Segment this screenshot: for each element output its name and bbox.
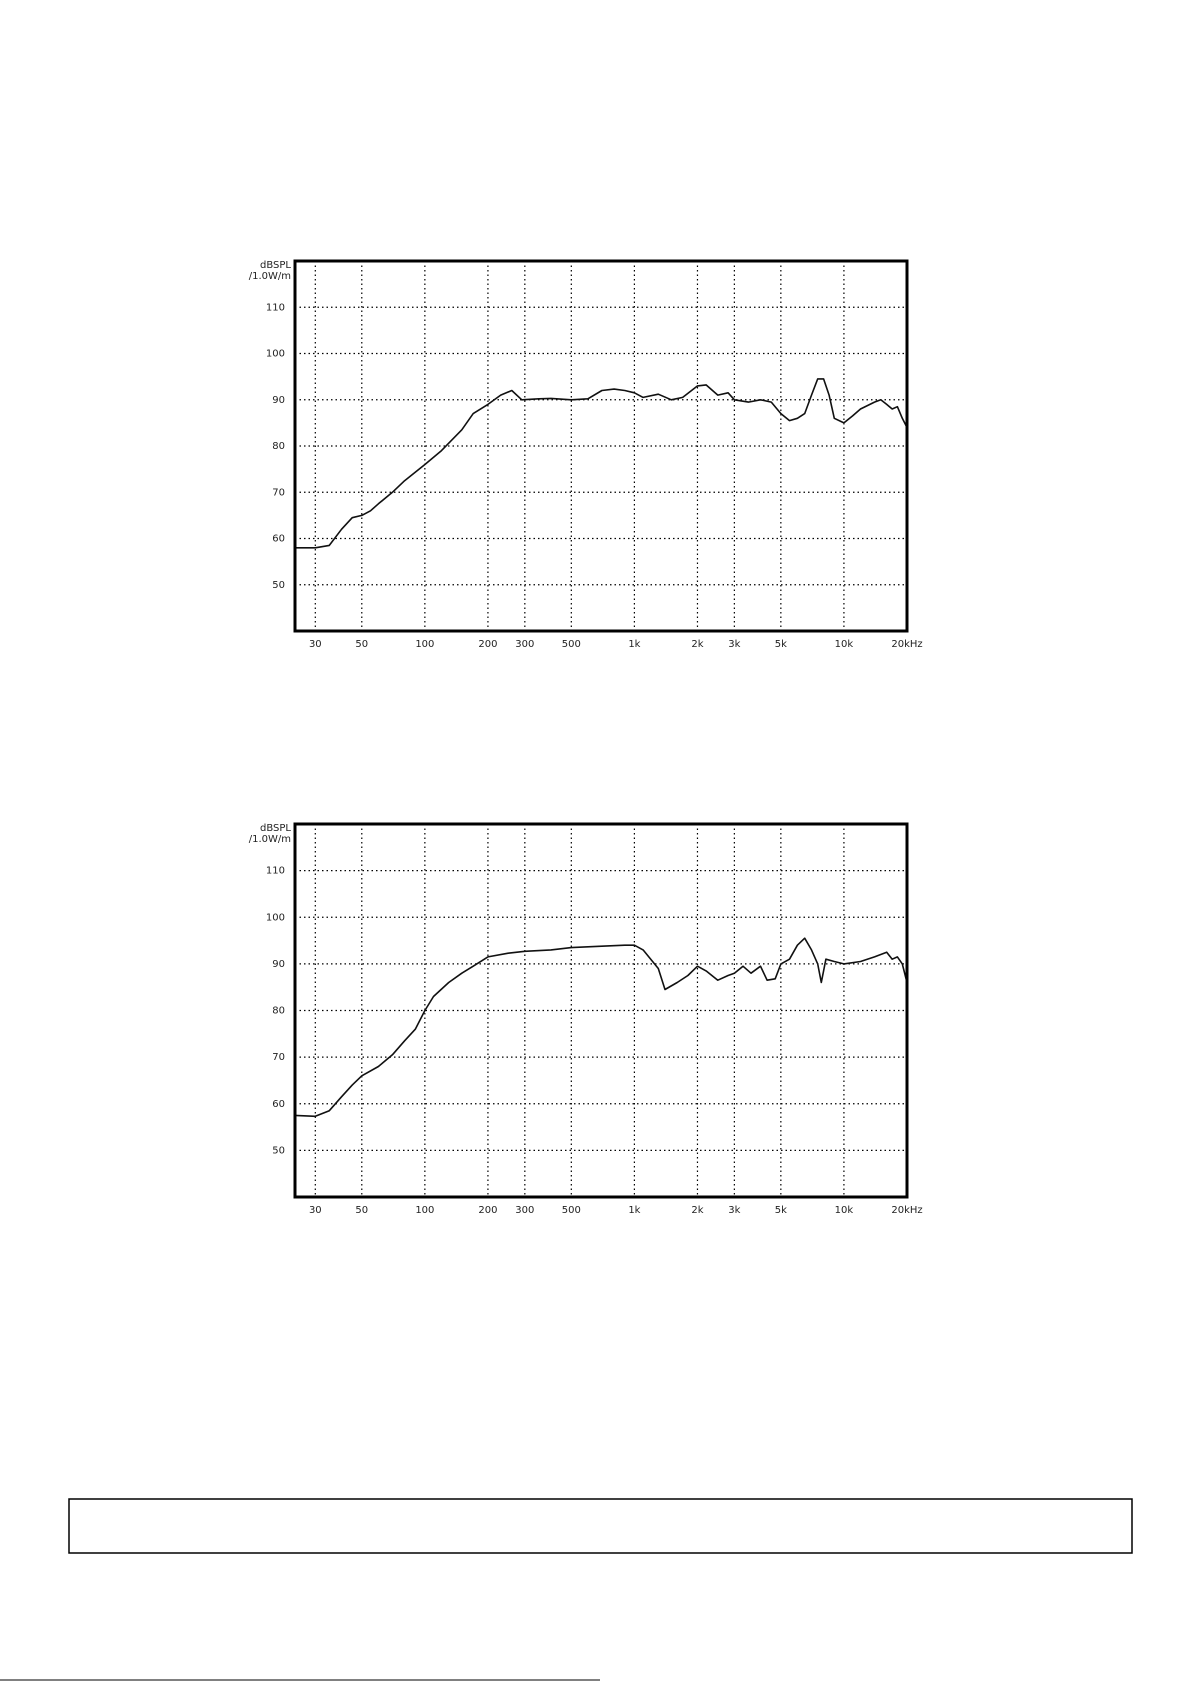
x-tick-label: 500 — [562, 639, 581, 650]
x-tick-label: 2k — [691, 1205, 703, 1216]
x-tick-label: 30 — [309, 639, 322, 650]
y-axis-label: dBSPL — [260, 260, 291, 271]
y-axis-label: /1.0W/m — [249, 834, 291, 845]
y-tick-label: 100 — [266, 349, 285, 360]
y-tick-label: 50 — [272, 580, 285, 591]
x-tick-label: 300 — [515, 639, 534, 650]
x-tick-label: 20kHz — [891, 1205, 922, 1216]
response-curve — [295, 378, 908, 549]
x-tick-label: 300 — [515, 1205, 534, 1216]
x-tick-label: 2k — [691, 639, 703, 650]
x-tick-label: 500 — [562, 1205, 581, 1216]
x-tick-label: 200 — [478, 639, 497, 650]
y-tick-label: 90 — [272, 395, 285, 406]
y-axis-label: dBSPL — [260, 823, 291, 834]
plot-frame — [293, 822, 909, 1199]
y-tick-label: 60 — [272, 534, 285, 545]
y-tick-label: 70 — [272, 1052, 285, 1063]
x-tick-label: 200 — [478, 1205, 497, 1216]
x-tick-label: 1k — [628, 639, 640, 650]
x-tick-label: 30 — [309, 1205, 322, 1216]
empty-box — [68, 1498, 1133, 1554]
y-tick-label: 60 — [272, 1099, 285, 1110]
x-tick-label: 5k — [775, 639, 787, 650]
x-tick-label: 50 — [355, 639, 368, 650]
y-tick-label: 80 — [272, 1006, 285, 1017]
x-tick-label: 50 — [355, 1205, 368, 1216]
x-tick-label: 10k — [835, 639, 854, 650]
y-tick-label: 90 — [272, 959, 285, 970]
y-tick-label: 50 — [272, 1145, 285, 1156]
y-tick-label: 110 — [266, 866, 285, 877]
y-tick-label: 100 — [266, 912, 285, 923]
y-tick-label: 110 — [266, 302, 285, 313]
x-tick-label: 3k — [728, 639, 740, 650]
x-tick-label: 3k — [728, 1205, 740, 1216]
x-tick-label: 100 — [415, 1205, 434, 1216]
y-tick-label: 70 — [272, 487, 285, 498]
x-tick-label: 1k — [628, 1205, 640, 1216]
x-tick-label: 10k — [835, 1205, 854, 1216]
x-tick-label: 100 — [415, 639, 434, 650]
y-axis-label: /1.0W/m — [249, 271, 291, 282]
plot-frame — [293, 259, 909, 633]
response-curve — [294, 937, 908, 1118]
x-tick-label: 20kHz — [891, 639, 922, 650]
y-tick-label: 80 — [272, 441, 285, 452]
x-tick-label: 5k — [775, 1205, 787, 1216]
